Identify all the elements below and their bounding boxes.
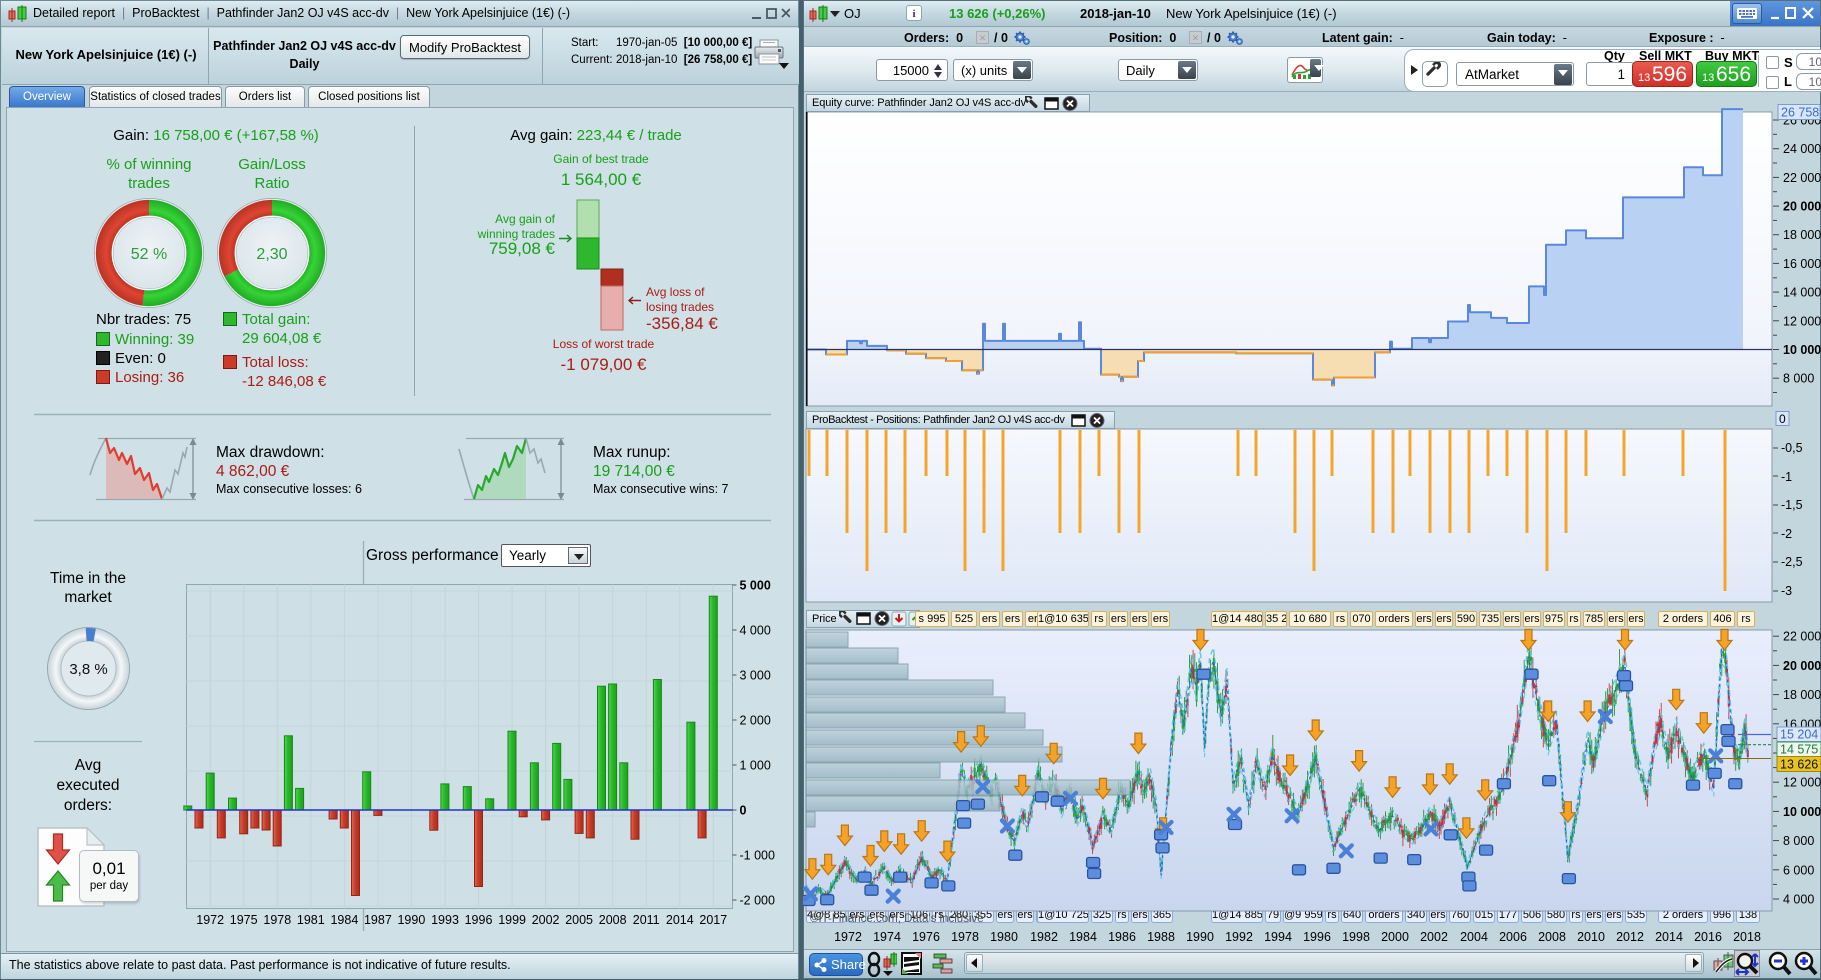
svg-text:1993: 1993 (431, 913, 459, 927)
svg-text:-2 000: -2 000 (740, 894, 775, 908)
svg-text:1978: 1978 (263, 913, 291, 927)
svg-text:2014: 2014 (666, 913, 694, 927)
svg-text:4 000: 4 000 (740, 624, 771, 638)
svg-text:18 000: 18 000 (1783, 228, 1821, 242)
svg-text:1988: 1988 (1147, 930, 1175, 944)
svg-text:2004: 2004 (1460, 930, 1488, 944)
svg-text:52 %: 52 % (131, 246, 167, 263)
svg-text:1976: 1976 (912, 930, 940, 944)
svg-text:1978: 1978 (951, 930, 979, 944)
svg-text:2006: 2006 (1499, 930, 1527, 944)
svg-text:20 000: 20 000 (1783, 659, 1821, 673)
svg-text:1990: 1990 (397, 913, 425, 927)
svg-text:1999: 1999 (498, 913, 526, 927)
svg-text:2008: 2008 (599, 913, 627, 927)
svg-text:3 000: 3 000 (740, 669, 771, 683)
svg-text:1987: 1987 (364, 913, 392, 927)
svg-text:1972: 1972 (834, 930, 862, 944)
svg-text:2008: 2008 (1538, 930, 1566, 944)
svg-text:4 000: 4 000 (1783, 893, 1814, 907)
svg-text:1972: 1972 (196, 913, 224, 927)
svg-text:24 000: 24 000 (1783, 142, 1821, 156)
svg-text:8 000: 8 000 (1783, 834, 1814, 848)
svg-text:1974: 1974 (873, 930, 901, 944)
svg-text:10 000: 10 000 (1783, 343, 1821, 357)
svg-text:1982: 1982 (1030, 930, 1058, 944)
svg-text:2000: 2000 (1381, 930, 1409, 944)
svg-text:1998: 1998 (1342, 930, 1370, 944)
svg-text:15 204: 15 204 (1780, 728, 1818, 742)
svg-text:1986: 1986 (1108, 930, 1136, 944)
svg-text:1990: 1990 (1186, 930, 1214, 944)
svg-text:14 000: 14 000 (1783, 286, 1821, 300)
svg-text:2011: 2011 (633, 913, 660, 927)
svg-text:-1: -1 (1781, 470, 1792, 484)
svg-text:-2,5: -2,5 (1781, 555, 1803, 569)
svg-text:2002: 2002 (532, 913, 560, 927)
svg-text:2,30: 2,30 (256, 246, 287, 263)
svg-text:1984: 1984 (330, 913, 358, 927)
svg-text:8 000: 8 000 (1783, 372, 1814, 386)
svg-text:10 000: 10 000 (1783, 805, 1821, 819)
svg-text:2017: 2017 (699, 913, 727, 927)
svg-text:22 000: 22 000 (1783, 630, 1821, 644)
svg-text:1981: 1981 (297, 913, 325, 927)
svg-text:5 000: 5 000 (740, 579, 771, 593)
svg-text:2014: 2014 (1655, 930, 1683, 944)
svg-text:3,8 %: 3,8 % (69, 661, 107, 678)
svg-text:26 758: 26 758 (1781, 106, 1819, 120)
svg-text:-0,5: -0,5 (1781, 441, 1803, 455)
svg-text:13 626: 13 626 (1780, 758, 1818, 772)
svg-text:1980: 1980 (990, 930, 1018, 944)
svg-text:1984: 1984 (1069, 930, 1097, 944)
svg-text:-1,5: -1,5 (1781, 498, 1803, 512)
svg-text:18 000: 18 000 (1783, 688, 1821, 702)
svg-text:20 000: 20 000 (1783, 200, 1821, 214)
svg-text:1996: 1996 (1303, 930, 1331, 944)
svg-text:12 000: 12 000 (1783, 776, 1821, 790)
svg-text:16 000: 16 000 (1783, 257, 1821, 271)
svg-text:-2: -2 (1781, 527, 1792, 541)
svg-text:0: 0 (740, 804, 747, 818)
svg-text:0: 0 (1779, 412, 1786, 426)
svg-text:1994: 1994 (1264, 930, 1292, 944)
svg-text:2002: 2002 (1420, 930, 1448, 944)
svg-text:22 000: 22 000 (1783, 171, 1821, 185)
svg-text:2005: 2005 (565, 913, 593, 927)
svg-text:-1 000: -1 000 (740, 849, 775, 863)
svg-text:6 000: 6 000 (1783, 863, 1814, 877)
svg-text:2018: 2018 (1733, 930, 1761, 944)
svg-text:1 000: 1 000 (740, 759, 771, 773)
svg-text:©IT-Finance.com, Data's inclus: ©IT-Finance.com, Data's inclusive (810, 913, 984, 925)
svg-text:1996: 1996 (465, 913, 493, 927)
svg-text:1975: 1975 (230, 913, 258, 927)
svg-text:2010: 2010 (1577, 930, 1605, 944)
svg-text:14 575: 14 575 (1780, 743, 1818, 757)
svg-text:2016: 2016 (1694, 930, 1722, 944)
svg-text:12 000: 12 000 (1783, 314, 1821, 328)
svg-text:2012: 2012 (1616, 930, 1644, 944)
svg-text:1992: 1992 (1225, 930, 1253, 944)
svg-text:2 000: 2 000 (740, 714, 771, 728)
svg-text:-3: -3 (1781, 584, 1792, 598)
